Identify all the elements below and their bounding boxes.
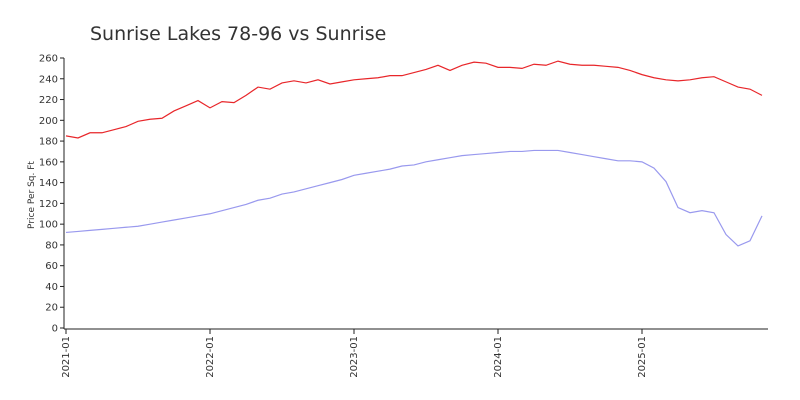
y-tick-label: 120 — [39, 199, 58, 210]
y-tick-label: 160 — [39, 157, 58, 168]
y-tick-label: 220 — [39, 95, 58, 106]
y-tick-label: 200 — [39, 116, 58, 127]
y-tick-label: 240 — [39, 74, 58, 85]
y-tick-label: 0 — [52, 324, 58, 335]
y-tick-label: 40 — [45, 282, 58, 293]
line-series — [65, 149, 763, 247]
x-tick-label: 2025-01 — [637, 336, 648, 378]
line-series — [65, 60, 763, 139]
y-tick-label: 60 — [45, 261, 58, 272]
y-tick-label: 80 — [45, 240, 58, 251]
x-tick-label: 2021-01 — [61, 336, 72, 378]
y-tick-label: 260 — [39, 54, 58, 65]
y-axis-label: Price Per Sq. Ft — [27, 161, 37, 229]
y-tick-label: 140 — [39, 178, 58, 189]
chart-title: Sunrise Lakes 78-96 vs Sunrise — [90, 23, 386, 45]
y-tick-label: 20 — [45, 303, 58, 314]
x-tick-label: 2022-01 — [205, 336, 216, 378]
x-tick-label: 2023-01 — [349, 336, 360, 378]
y-tick-label: 100 — [39, 220, 58, 231]
y-tick-label: 180 — [39, 137, 58, 148]
x-tick-label: 2024-01 — [493, 336, 504, 378]
